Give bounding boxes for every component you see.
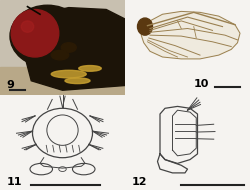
Bar xyxy=(0,0,125,66)
Bar xyxy=(0,66,125,95)
Text: 11: 11 xyxy=(6,177,22,187)
Ellipse shape xyxy=(65,78,90,84)
Text: 12: 12 xyxy=(131,177,147,187)
Text: 9: 9 xyxy=(6,80,14,90)
Ellipse shape xyxy=(51,50,69,60)
Ellipse shape xyxy=(51,70,86,78)
Ellipse shape xyxy=(21,21,34,32)
Text: 10: 10 xyxy=(194,79,209,89)
Ellipse shape xyxy=(79,66,101,71)
Ellipse shape xyxy=(11,10,59,57)
Polygon shape xyxy=(141,11,240,59)
Ellipse shape xyxy=(10,5,85,67)
Ellipse shape xyxy=(61,43,76,52)
Polygon shape xyxy=(25,8,125,90)
Ellipse shape xyxy=(138,18,152,35)
